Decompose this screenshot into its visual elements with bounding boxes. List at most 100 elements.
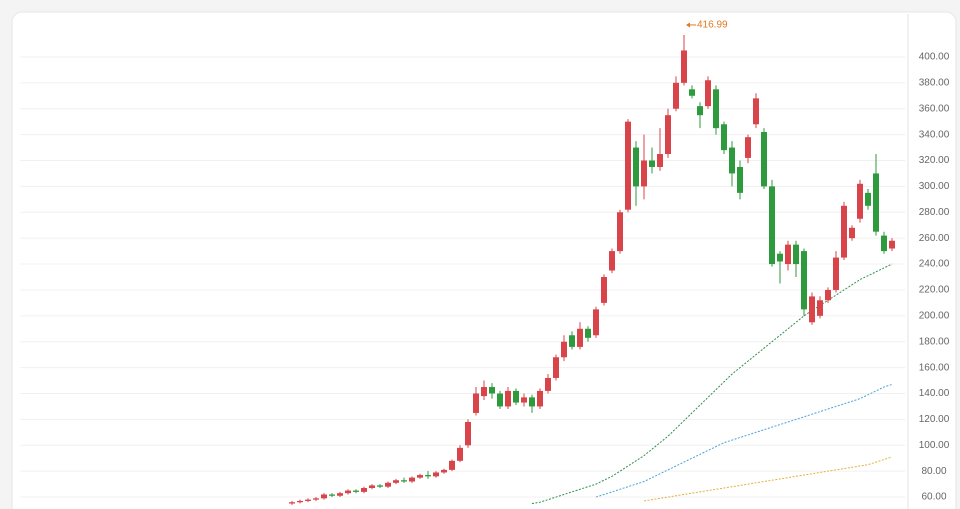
candle-body bbox=[297, 500, 303, 503]
max-arrow-head bbox=[686, 22, 690, 28]
candle-body bbox=[577, 328, 583, 347]
y-tick-label: 300.00 bbox=[919, 181, 950, 192]
candle-body bbox=[593, 309, 599, 336]
y-tick-label: 280.00 bbox=[919, 207, 950, 218]
candle-body bbox=[441, 469, 447, 473]
candle-body bbox=[473, 393, 479, 413]
candle-body bbox=[513, 390, 519, 403]
candle-body bbox=[841, 205, 847, 258]
candle-body bbox=[689, 89, 695, 96]
candle-body bbox=[537, 390, 543, 407]
candle-body bbox=[585, 328, 591, 338]
candle-body bbox=[393, 480, 399, 483]
candle-body bbox=[785, 244, 791, 265]
candle-body bbox=[865, 192, 871, 206]
candle-body bbox=[561, 341, 567, 358]
candle-body bbox=[681, 50, 687, 83]
candle-body bbox=[753, 98, 759, 125]
candle-body bbox=[817, 300, 823, 316]
moving-average-line bbox=[531, 263, 893, 505]
candle-body bbox=[521, 397, 527, 403]
y-tick-label: 220.00 bbox=[919, 285, 950, 296]
candle-body bbox=[569, 335, 575, 347]
candle-body bbox=[649, 160, 655, 167]
candle-body bbox=[889, 240, 895, 249]
candle-body bbox=[433, 472, 439, 477]
candle-body bbox=[385, 482, 391, 487]
candle-body bbox=[529, 397, 535, 407]
candle-body bbox=[617, 212, 623, 252]
max-label: 416.99 bbox=[697, 20, 728, 31]
candle-body bbox=[465, 421, 471, 446]
candle-body bbox=[489, 387, 495, 394]
candle-body bbox=[721, 124, 727, 151]
candle-body bbox=[337, 493, 343, 496]
candle-body bbox=[497, 393, 503, 407]
y-tick-label: 360.00 bbox=[919, 103, 950, 114]
candle-body bbox=[353, 490, 359, 492]
candle-body bbox=[401, 480, 407, 482]
candle-body bbox=[881, 235, 887, 252]
y-tick-label: 120.00 bbox=[919, 414, 950, 425]
y-tick-label: 240.00 bbox=[919, 259, 950, 270]
y-tick-label: 160.00 bbox=[919, 362, 950, 373]
candle-body bbox=[553, 357, 559, 378]
chart-card bbox=[11, 11, 957, 509]
candle-body bbox=[601, 277, 607, 303]
candle-body bbox=[857, 183, 863, 219]
y-tick-label: 200.00 bbox=[919, 310, 950, 321]
candle-body bbox=[345, 490, 351, 494]
y-tick-label: 340.00 bbox=[919, 129, 950, 140]
candle-body bbox=[665, 115, 671, 155]
candle-body bbox=[761, 132, 767, 187]
candle-body bbox=[425, 475, 431, 477]
candle-body bbox=[481, 387, 487, 397]
candle-body bbox=[289, 502, 295, 504]
candle-body bbox=[361, 487, 367, 492]
candle-body bbox=[417, 475, 423, 478]
candle-body bbox=[873, 173, 879, 232]
candle-body bbox=[641, 160, 647, 187]
candle-body bbox=[777, 253, 783, 262]
candle-body bbox=[449, 460, 455, 470]
candle-body bbox=[457, 447, 463, 461]
y-tick-label: 400.00 bbox=[919, 52, 950, 63]
candle-body bbox=[313, 498, 319, 500]
candle-body bbox=[833, 257, 839, 290]
candle-body bbox=[377, 485, 383, 487]
candle-body bbox=[609, 251, 615, 271]
candle-body bbox=[505, 390, 511, 407]
candle-body bbox=[745, 137, 751, 158]
candle-body bbox=[305, 499, 311, 501]
y-tick-label: 320.00 bbox=[919, 155, 950, 166]
candle-body bbox=[849, 227, 855, 239]
y-tick-label: 260.00 bbox=[919, 233, 950, 244]
y-tick-label: 80.00 bbox=[921, 466, 946, 477]
y-tick-label: 380.00 bbox=[919, 77, 950, 88]
candle-body bbox=[729, 147, 735, 174]
candle-body bbox=[769, 186, 775, 265]
candle-body bbox=[321, 494, 327, 499]
candle-body bbox=[737, 166, 743, 193]
y-tick-label: 60.00 bbox=[921, 492, 946, 503]
candle-body bbox=[673, 82, 679, 109]
candle-body bbox=[825, 289, 831, 301]
y-tick-label: 180.00 bbox=[919, 336, 950, 347]
y-tick-label: 100.00 bbox=[919, 440, 950, 451]
candle-body bbox=[713, 89, 719, 129]
candle-body bbox=[329, 494, 335, 496]
candle-body bbox=[633, 147, 639, 187]
candle-body bbox=[545, 377, 551, 391]
candle-body bbox=[657, 154, 663, 167]
candle-body bbox=[625, 121, 631, 210]
candle-body bbox=[705, 80, 711, 107]
y-tick-label: 140.00 bbox=[919, 388, 950, 399]
moving-average-line bbox=[595, 383, 893, 498]
candle-body bbox=[809, 296, 815, 323]
candle-body bbox=[793, 244, 799, 265]
candle-body bbox=[801, 251, 807, 310]
candle-body bbox=[697, 106, 703, 116]
candle-body bbox=[369, 485, 375, 488]
candle-body bbox=[409, 477, 415, 482]
